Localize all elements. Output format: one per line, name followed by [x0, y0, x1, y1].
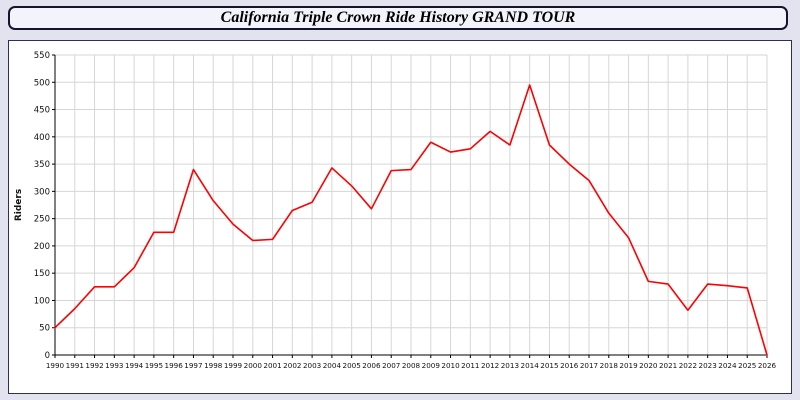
- svg-text:350: 350: [34, 160, 50, 170]
- svg-text:0: 0: [45, 351, 50, 361]
- svg-text:400: 400: [34, 133, 50, 143]
- svg-text:500: 500: [34, 78, 50, 88]
- svg-text:100: 100: [34, 296, 50, 306]
- svg-text:1994: 1994: [125, 361, 144, 370]
- svg-text:2001: 2001: [263, 361, 281, 370]
- svg-text:2019: 2019: [619, 361, 638, 370]
- svg-text:1992: 1992: [85, 361, 103, 370]
- x-axis-labels: 1990 1991 1992 1993 1994 1995 1996 1997 1998 1999…: [46, 355, 777, 370]
- svg-text:1996: 1996: [165, 361, 184, 370]
- chart-title: California Triple Crown Ride History GRA…: [220, 9, 576, 26]
- svg-text:450: 450: [34, 106, 50, 116]
- svg-text:2025: 2025: [738, 361, 756, 370]
- svg-text:2014: 2014: [521, 361, 540, 370]
- svg-text:2011: 2011: [461, 361, 479, 370]
- svg-text:550: 550: [34, 51, 50, 61]
- svg-text:2018: 2018: [600, 361, 619, 370]
- svg-text:2002: 2002: [283, 361, 301, 370]
- svg-text:2026: 2026: [758, 361, 777, 370]
- svg-text:200: 200: [34, 242, 50, 252]
- svg-text:1991: 1991: [66, 361, 84, 370]
- riders-series-line: [54, 84, 768, 356]
- svg-text:2024: 2024: [718, 361, 737, 370]
- svg-text:1995: 1995: [145, 361, 163, 370]
- svg-text:2003: 2003: [303, 361, 321, 370]
- svg-text:250: 250: [34, 215, 50, 225]
- svg-text:2004: 2004: [323, 361, 342, 370]
- svg-text:2013: 2013: [501, 361, 519, 370]
- svg-text:2022: 2022: [679, 361, 697, 370]
- svg-text:2007: 2007: [382, 361, 400, 370]
- svg-text:2012: 2012: [481, 361, 499, 370]
- svg-text:1990: 1990: [46, 361, 65, 370]
- svg-text:2021: 2021: [659, 361, 677, 370]
- svg-text:50: 50: [39, 324, 50, 334]
- svg-text:2006: 2006: [362, 361, 381, 370]
- y-axis-labels: 0 50 100 150 200 250 300 350 400 450 500 550: [34, 51, 55, 361]
- svg-text:2017: 2017: [580, 361, 598, 370]
- svg-text:1997: 1997: [184, 361, 202, 370]
- chart-title-bar: California Triple Crown Ride History GRA…: [8, 6, 788, 30]
- svg-text:2010: 2010: [441, 361, 460, 370]
- svg-text:2005: 2005: [343, 361, 361, 370]
- svg-text:1993: 1993: [105, 361, 123, 370]
- svg-text:2020: 2020: [639, 361, 658, 370]
- svg-text:2000: 2000: [244, 361, 263, 370]
- svg-text:1998: 1998: [204, 361, 223, 370]
- chart-panel: 0 50 100 150 200 250 300 350 400 450 500 550 1990 199…: [8, 40, 792, 394]
- svg-text:2008: 2008: [402, 361, 421, 370]
- svg-text:2023: 2023: [699, 361, 717, 370]
- svg-text:2015: 2015: [540, 361, 558, 370]
- y-axis-title: Riders: [14, 189, 24, 221]
- svg-text:2016: 2016: [560, 361, 579, 370]
- svg-text:300: 300: [34, 187, 50, 197]
- grid-lines: [54, 54, 768, 356]
- svg-text:150: 150: [34, 269, 50, 279]
- svg-text:2009: 2009: [422, 361, 441, 370]
- svg-text:1999: 1999: [224, 361, 243, 370]
